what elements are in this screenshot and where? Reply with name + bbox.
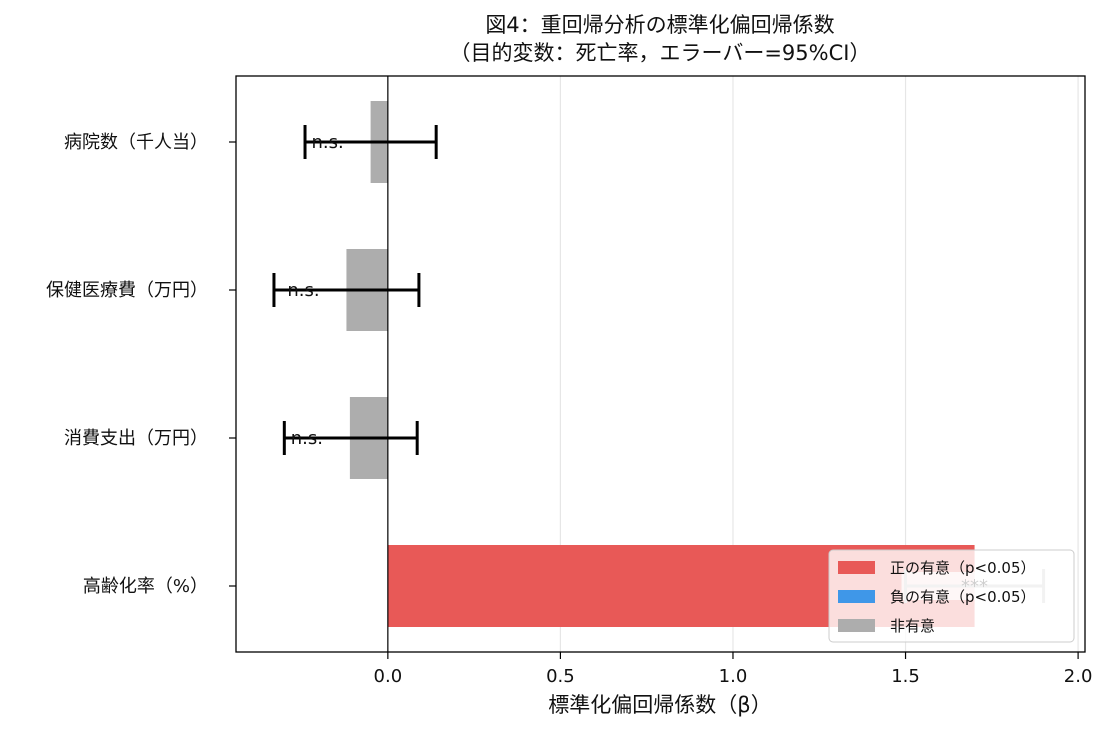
bars [346, 101, 975, 627]
plot-frame [235, 75, 1086, 653]
ytick-label-1: 保健医療費（万円） [46, 280, 208, 301]
legend-swatch-nonsignificant [838, 619, 875, 632]
xtick-label-1: 0.5 [546, 666, 575, 687]
annotation-2: n.s. [291, 428, 323, 449]
legend-label-negative: 負の有意（p<0.05） [890, 588, 1036, 606]
x-axis-label: 標準化偏回帰係数（β） [548, 693, 771, 717]
legend-swatch-positive [838, 561, 875, 574]
xtick-label-2: 1.0 [719, 666, 748, 687]
error-bars [272, 125, 1048, 603]
xtick-label-3: 1.5 [891, 666, 920, 687]
chart-subtitle: （目的変数：死亡率，エラーバー=95%CI） [450, 41, 871, 65]
annotation-0: n.s. [311, 132, 343, 153]
annotations: n.s.n.s.n.s.*** [287, 132, 988, 597]
ytick-label-3: 高齢化率（%） [83, 576, 208, 597]
x-axis: 0.0 0.5 1.0 1.5 2.0 [374, 652, 1093, 687]
legend: 正の有意（p<0.05） 負の有意（p<0.05） 非有意 [828, 549, 1075, 643]
ytick-label-0: 病院数（千人当） [64, 132, 208, 153]
xtick-label-0: 0.0 [374, 666, 403, 687]
legend-box [828, 549, 1075, 643]
y-axis: 病院数（千人当） 保健医療費（万円） 消費支出（万円） 高齢化率（%） [46, 132, 236, 597]
legend-swatch-negative [838, 590, 875, 603]
ytick-label-2: 消費支出（万円） [64, 428, 208, 449]
legend-label-nonsignificant: 非有意 [890, 617, 935, 635]
chart-title: 図4：重回帰分析の標準化偏回帰係数 [485, 13, 834, 37]
legend-label-positive: 正の有意（p<0.05） [890, 559, 1036, 577]
xtick-label-4: 2.0 [1064, 666, 1093, 687]
annotation-1: n.s. [287, 280, 319, 301]
